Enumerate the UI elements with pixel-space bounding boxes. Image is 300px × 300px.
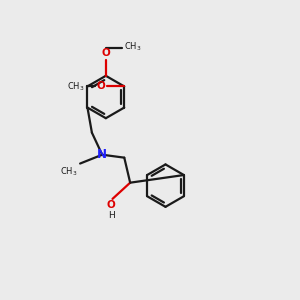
Text: CH$_3$: CH$_3$ — [60, 166, 78, 178]
Text: O: O — [96, 81, 105, 92]
Text: CH$_3$: CH$_3$ — [124, 41, 142, 53]
Text: CH$_3$: CH$_3$ — [68, 80, 85, 93]
Text: O: O — [101, 48, 110, 58]
Text: O: O — [107, 200, 116, 210]
Text: N: N — [97, 148, 107, 161]
Text: H: H — [108, 211, 114, 220]
